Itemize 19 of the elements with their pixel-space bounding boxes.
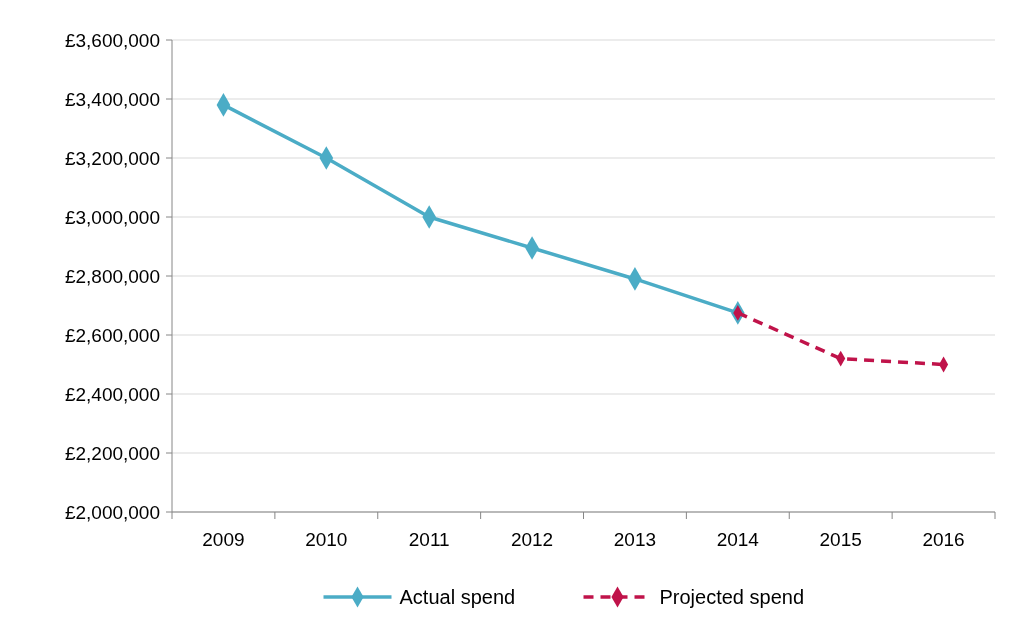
y-tick-label: £2,000,000 [64, 501, 160, 523]
y-tick-label: £2,400,000 [64, 383, 160, 405]
y-tick-label: £2,200,000 [64, 442, 160, 464]
x-tick-label: 2013 [613, 529, 657, 550]
y-tick-label: £2,800,000 [64, 265, 160, 287]
legend-label: Projected spend [659, 586, 805, 608]
x-tick-label: 2011 [408, 529, 450, 550]
x-tick-label: 2015 [819, 529, 862, 550]
y-tick-label: £2,600,000 [64, 324, 160, 346]
x-tick-label: 2012 [510, 529, 554, 550]
x-tick-label: 2009 [202, 529, 245, 550]
y-tick-label: £3,200,000 [64, 147, 160, 169]
y-tick-label: £3,600,000 [64, 29, 160, 51]
legend-label: Actual spend [399, 586, 516, 608]
y-tick-label: £3,400,000 [64, 88, 160, 110]
y-tick-label: £3,000,000 [64, 206, 160, 228]
x-tick-label: 2010 [305, 529, 348, 550]
x-tick-label: 2016 [922, 529, 965, 550]
x-tick-label: 2014 [716, 529, 760, 550]
